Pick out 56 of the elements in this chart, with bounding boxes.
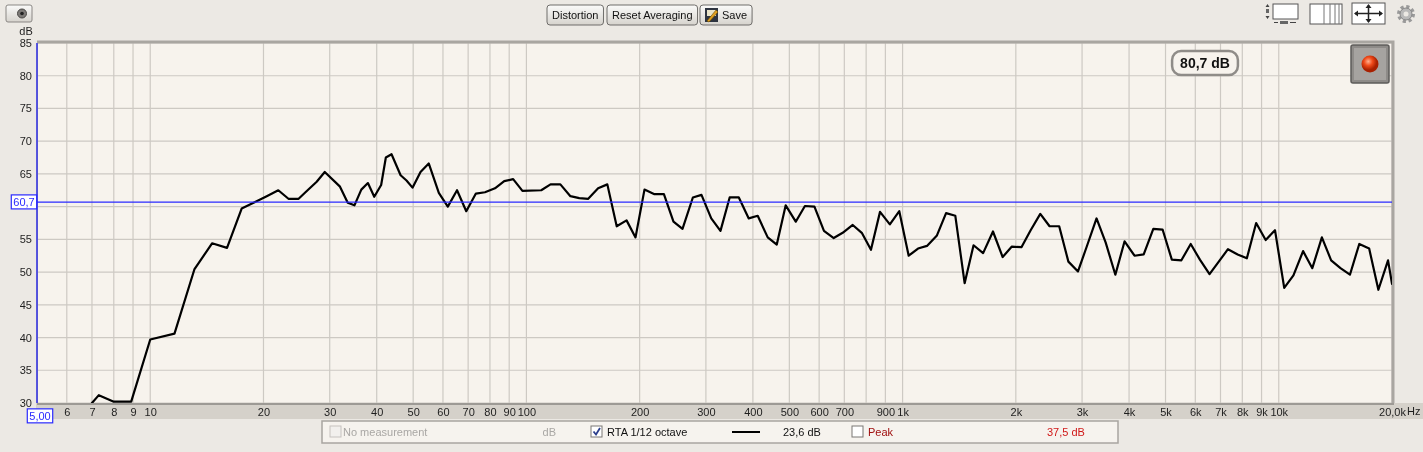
- text: 23,6 dB: [783, 425, 821, 438]
- x-tick-label: 200: [630, 405, 650, 418]
- x-tick-label: 8: [111, 405, 118, 418]
- x-tick-label: 10: [144, 405, 157, 418]
- x-axis-title: Hz: [1407, 405, 1421, 417]
- y-tick-label: 35: [19, 364, 32, 377]
- y-tick-label: 40: [19, 331, 32, 344]
- text: dB: [542, 425, 556, 438]
- x-tick-label: 9: [130, 405, 137, 418]
- y-tick-label: 50: [19, 266, 32, 279]
- text: No measurement: [343, 425, 428, 438]
- x-tick-label: 90: [503, 405, 516, 418]
- text: Peak: [868, 425, 894, 438]
- x-tick-label: 20,0k: [1379, 405, 1407, 418]
- y-tick-label: 55: [19, 233, 32, 246]
- x-tick-label: 400: [744, 405, 763, 418]
- button: Reset Averaging: [606, 4, 699, 26]
- x-tick-label: 10k: [1270, 405, 1289, 418]
- x-tick-label: 3k: [1076, 405, 1089, 418]
- text: RTA 1/12 octave: [607, 425, 688, 438]
- x-tick-label: 70: [462, 405, 475, 418]
- x-tick-label: 500: [780, 405, 800, 418]
- y-axis-title: dB: [19, 25, 33, 37]
- y-tick-label: 65: [19, 167, 32, 180]
- y-tick-label: 30: [19, 397, 32, 410]
- ref-line-label: 60,7: [13, 195, 35, 208]
- x-tick-label: 6k: [1189, 405, 1203, 418]
- y-tick-label: 45: [19, 298, 32, 311]
- ref-line-label: 5,00: [29, 409, 51, 422]
- x-tick-label: 9k: [1256, 405, 1269, 418]
- x-tick-label: 50: [407, 405, 420, 418]
- x-tick-label: 1k: [897, 405, 910, 418]
- y-tick-label: 85: [19, 37, 32, 50]
- annotation: 80,7 dB: [1180, 54, 1230, 71]
- x-tick-label: 20: [257, 405, 271, 418]
- x-tick-label: 100: [517, 405, 537, 418]
- x-tick-label: 700: [835, 405, 854, 418]
- y-tick-label: 75: [19, 102, 32, 115]
- x-tick-label: 80: [484, 405, 497, 418]
- button: Distortion: [546, 4, 604, 26]
- x-tick-label: 40: [371, 405, 384, 418]
- y-tick-label: 70: [19, 135, 32, 148]
- x-tick-label: 2k: [1010, 405, 1023, 418]
- x-tick-label: 60: [437, 405, 450, 418]
- x-tick-label: 4k: [1123, 405, 1136, 418]
- x-tick-label: 7: [89, 405, 96, 418]
- x-tick-label: 7k: [1215, 405, 1228, 418]
- x-tick-label: 900: [876, 405, 896, 418]
- x-tick-label: 30: [324, 405, 337, 418]
- x-tick-label: 5k: [1160, 405, 1173, 418]
- x-tick-label: 300: [697, 405, 716, 418]
- x-tick-label: 6: [64, 405, 71, 418]
- text: 37,5 dB: [1047, 425, 1085, 438]
- y-tick-label: 80: [19, 69, 32, 82]
- x-tick-label: 600: [810, 405, 829, 418]
- x-tick-label: 8k: [1236, 405, 1250, 418]
